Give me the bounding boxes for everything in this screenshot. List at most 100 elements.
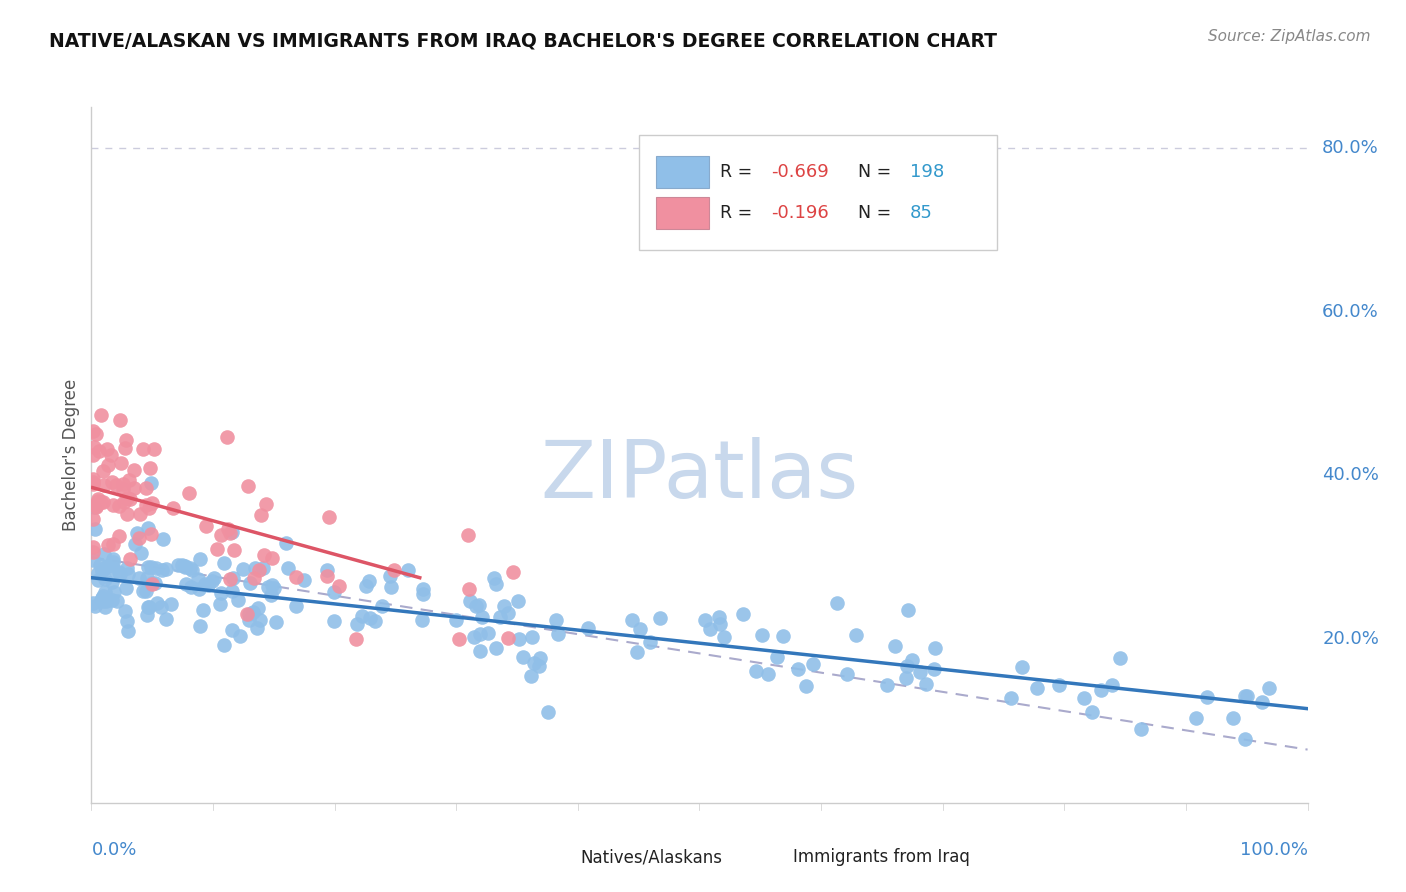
Point xyxy=(82,540,104,554)
Point xyxy=(508,632,530,647)
Point xyxy=(766,649,789,664)
Point xyxy=(136,607,159,622)
Point xyxy=(214,638,236,652)
Text: Source: ZipAtlas.com: Source: ZipAtlas.com xyxy=(1208,29,1371,44)
Point xyxy=(249,613,271,627)
Point xyxy=(108,529,131,543)
Point xyxy=(520,630,543,644)
Point xyxy=(179,561,201,575)
Point xyxy=(90,591,112,605)
Point xyxy=(87,494,110,508)
Point xyxy=(357,574,380,588)
Point xyxy=(136,599,159,614)
Point xyxy=(621,613,644,627)
Point xyxy=(471,609,494,624)
Point xyxy=(152,532,174,546)
Point xyxy=(894,671,917,685)
Text: 80.0%: 80.0% xyxy=(1322,139,1379,157)
Point xyxy=(104,478,127,492)
Point xyxy=(520,669,543,683)
Point xyxy=(883,640,905,654)
Point xyxy=(845,627,868,641)
Point xyxy=(110,457,132,471)
Text: ZIPatlas: ZIPatlas xyxy=(540,437,859,515)
Y-axis label: Bachelor's Degree: Bachelor's Degree xyxy=(62,379,80,531)
Point xyxy=(215,430,238,444)
Point xyxy=(253,549,276,563)
Point xyxy=(529,651,551,665)
Point xyxy=(105,593,128,607)
Point xyxy=(91,494,114,508)
Point xyxy=(82,424,104,438)
Point xyxy=(141,496,163,510)
Point xyxy=(155,612,177,626)
Point xyxy=(354,579,377,593)
Point xyxy=(246,621,269,635)
Point xyxy=(219,525,242,540)
Point xyxy=(84,498,107,512)
Point xyxy=(496,631,519,645)
Point xyxy=(235,607,257,622)
Point xyxy=(139,527,162,541)
Point xyxy=(247,563,270,577)
Point xyxy=(260,588,283,602)
Point xyxy=(523,656,546,670)
Point xyxy=(87,492,110,507)
Point xyxy=(733,607,755,622)
Point xyxy=(139,460,162,475)
Point xyxy=(1047,678,1070,692)
Text: 100.0%: 100.0% xyxy=(1240,841,1308,859)
Point xyxy=(114,581,136,595)
Point xyxy=(352,608,374,623)
Point xyxy=(1011,660,1033,674)
Point xyxy=(166,558,188,572)
FancyBboxPatch shape xyxy=(751,845,790,870)
Point xyxy=(209,528,232,542)
Point xyxy=(115,434,138,448)
Point xyxy=(316,568,339,582)
Point xyxy=(180,580,202,594)
Point xyxy=(1129,722,1152,736)
Point xyxy=(638,635,661,649)
Point xyxy=(707,609,730,624)
Point xyxy=(201,574,224,588)
Point xyxy=(1185,711,1208,725)
Point xyxy=(86,566,108,580)
Text: 85: 85 xyxy=(910,204,932,222)
Point xyxy=(108,413,131,427)
Point xyxy=(243,560,266,574)
Point xyxy=(745,664,768,678)
Point xyxy=(108,567,131,582)
Point xyxy=(477,626,499,640)
Text: R =: R = xyxy=(720,204,758,222)
Text: N =: N = xyxy=(858,204,897,222)
Point xyxy=(221,584,243,599)
Point xyxy=(202,571,225,585)
Point xyxy=(876,678,898,692)
Point xyxy=(908,665,931,680)
FancyBboxPatch shape xyxy=(655,197,709,229)
Point xyxy=(135,583,157,598)
Point xyxy=(209,586,232,600)
Point xyxy=(93,547,115,561)
Text: Immigrants from Iraq: Immigrants from Iraq xyxy=(793,848,970,866)
Point xyxy=(709,616,731,631)
Point xyxy=(128,507,150,521)
Point xyxy=(82,511,104,525)
Point xyxy=(103,551,125,566)
Point xyxy=(136,521,159,535)
Point xyxy=(1108,651,1130,665)
Point xyxy=(115,507,138,521)
Point xyxy=(94,600,117,615)
Point xyxy=(131,442,153,456)
Point xyxy=(115,491,138,505)
Point xyxy=(118,491,141,506)
Point xyxy=(277,561,299,575)
Point xyxy=(191,603,214,617)
Point xyxy=(114,604,136,618)
Point xyxy=(468,598,491,612)
Point xyxy=(1081,705,1104,719)
Point xyxy=(135,499,157,513)
Point xyxy=(226,592,249,607)
Point xyxy=(82,475,104,489)
